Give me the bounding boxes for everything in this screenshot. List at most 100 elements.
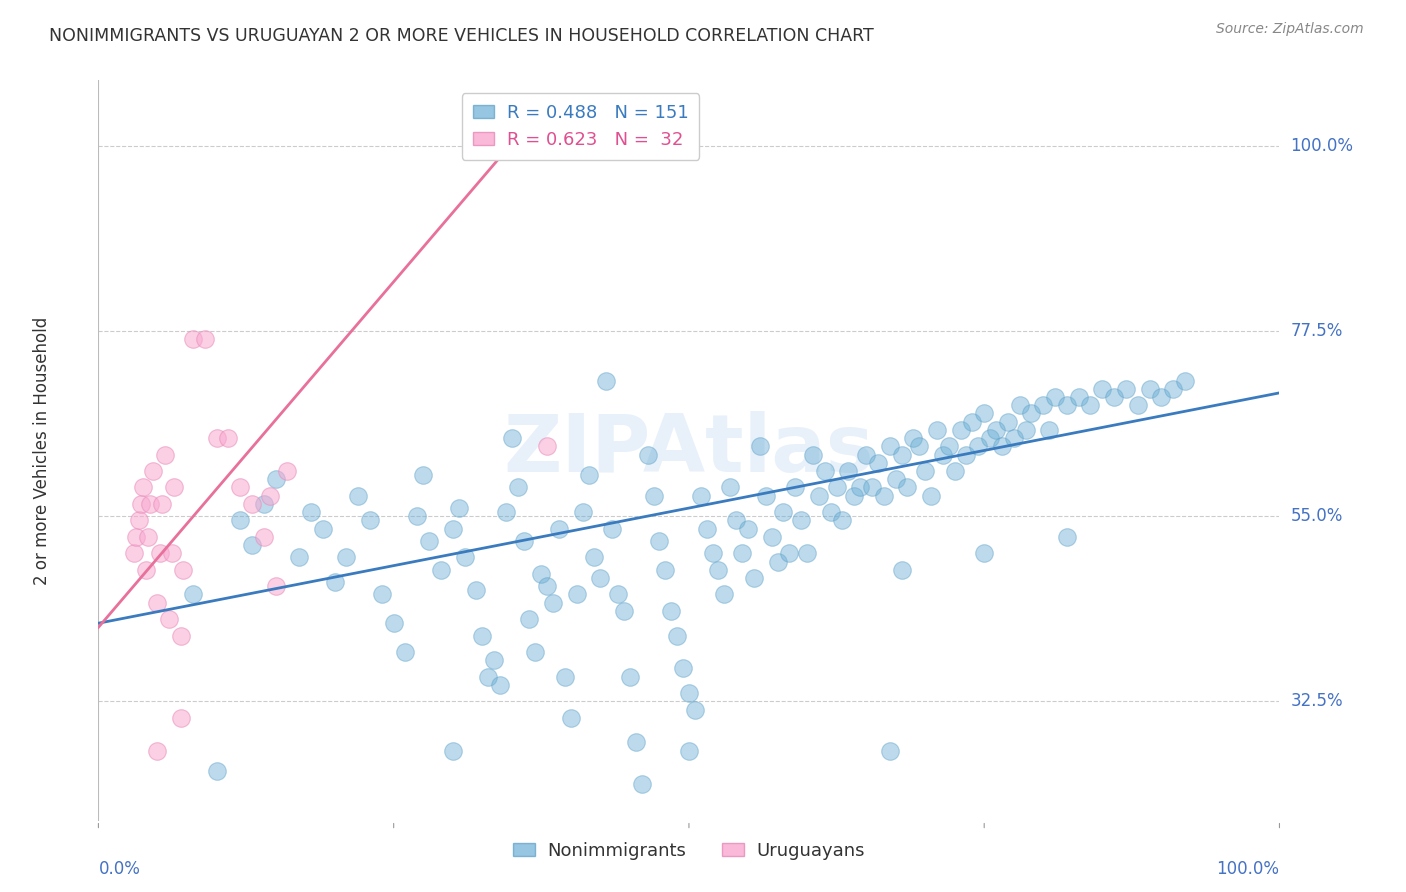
Point xyxy=(229,481,252,495)
Text: 77.5%: 77.5% xyxy=(1291,322,1343,340)
Point xyxy=(412,468,434,483)
Text: 0.0%: 0.0% xyxy=(98,860,141,878)
Point xyxy=(571,505,593,519)
Point xyxy=(837,464,859,478)
Point xyxy=(903,431,925,445)
Point xyxy=(1080,398,1102,412)
Point xyxy=(949,423,972,437)
Point xyxy=(217,431,239,445)
Point xyxy=(849,481,872,495)
Point xyxy=(866,456,889,470)
Point xyxy=(347,489,370,503)
Point xyxy=(718,481,741,495)
Point xyxy=(778,546,800,560)
Point xyxy=(761,530,783,544)
Point xyxy=(139,497,162,511)
Point xyxy=(860,481,883,495)
Point xyxy=(643,489,665,503)
Point xyxy=(613,604,636,618)
Point xyxy=(524,645,547,659)
Point xyxy=(264,579,287,593)
Point xyxy=(925,423,948,437)
Point xyxy=(194,333,217,347)
Point xyxy=(713,587,735,601)
Point xyxy=(259,489,281,503)
Point xyxy=(430,563,453,577)
Point xyxy=(855,448,877,462)
Text: 100.0%: 100.0% xyxy=(1216,860,1279,878)
Text: 55.0%: 55.0% xyxy=(1291,508,1343,525)
Point xyxy=(240,497,263,511)
Point xyxy=(495,505,517,519)
Point xyxy=(170,628,193,642)
Point xyxy=(678,686,700,700)
Point xyxy=(997,415,1019,429)
Point xyxy=(654,563,676,577)
Point xyxy=(879,744,901,758)
Point xyxy=(962,415,984,429)
Point xyxy=(1014,423,1036,437)
Point xyxy=(796,546,818,560)
Point xyxy=(600,522,623,536)
Point xyxy=(240,538,263,552)
Point xyxy=(276,464,298,478)
Point xyxy=(648,533,671,548)
Point xyxy=(181,587,204,601)
Point xyxy=(172,563,194,577)
Point xyxy=(914,464,936,478)
Point xyxy=(955,448,977,462)
Point xyxy=(418,533,440,548)
Point xyxy=(371,587,394,601)
Point xyxy=(1150,390,1173,404)
Point xyxy=(335,550,357,565)
Point xyxy=(725,513,748,527)
Point xyxy=(1008,398,1031,412)
Point xyxy=(160,546,183,560)
Point xyxy=(149,546,172,560)
Point xyxy=(1161,382,1184,396)
Point xyxy=(831,513,853,527)
Point xyxy=(1056,530,1078,544)
Point xyxy=(689,489,711,503)
Point xyxy=(589,571,612,585)
Point xyxy=(979,431,1001,445)
Point xyxy=(471,628,494,642)
Point xyxy=(825,481,848,495)
Point xyxy=(441,522,464,536)
Point xyxy=(737,522,759,536)
Point xyxy=(519,612,541,626)
Point xyxy=(129,497,152,511)
Point xyxy=(150,497,173,511)
Point xyxy=(755,489,778,503)
Point xyxy=(264,472,287,486)
Point xyxy=(884,472,907,486)
Point xyxy=(170,711,193,725)
Point xyxy=(453,550,475,565)
Point xyxy=(637,448,659,462)
Point xyxy=(1002,431,1025,445)
Point xyxy=(807,489,830,503)
Point xyxy=(205,431,228,445)
Point xyxy=(394,645,416,659)
Point xyxy=(748,439,770,453)
Point xyxy=(128,513,150,527)
Point xyxy=(984,423,1007,437)
Legend: Nonimmigrants, Uruguayans: Nonimmigrants, Uruguayans xyxy=(506,835,872,867)
Point xyxy=(879,439,901,453)
Text: ZIPAtlas: ZIPAtlas xyxy=(503,411,875,490)
Text: 100.0%: 100.0% xyxy=(1291,137,1354,155)
Point xyxy=(554,670,576,684)
Point xyxy=(1091,382,1114,396)
Point xyxy=(967,439,990,453)
Point xyxy=(229,513,252,527)
Text: Source: ZipAtlas.com: Source: ZipAtlas.com xyxy=(1216,22,1364,37)
Point xyxy=(607,587,630,601)
Point xyxy=(312,522,335,536)
Point xyxy=(973,546,995,560)
Point xyxy=(1139,382,1161,396)
Point xyxy=(565,587,588,601)
Point xyxy=(136,530,159,544)
Point xyxy=(707,563,730,577)
Point xyxy=(772,505,794,519)
Point xyxy=(142,464,165,478)
